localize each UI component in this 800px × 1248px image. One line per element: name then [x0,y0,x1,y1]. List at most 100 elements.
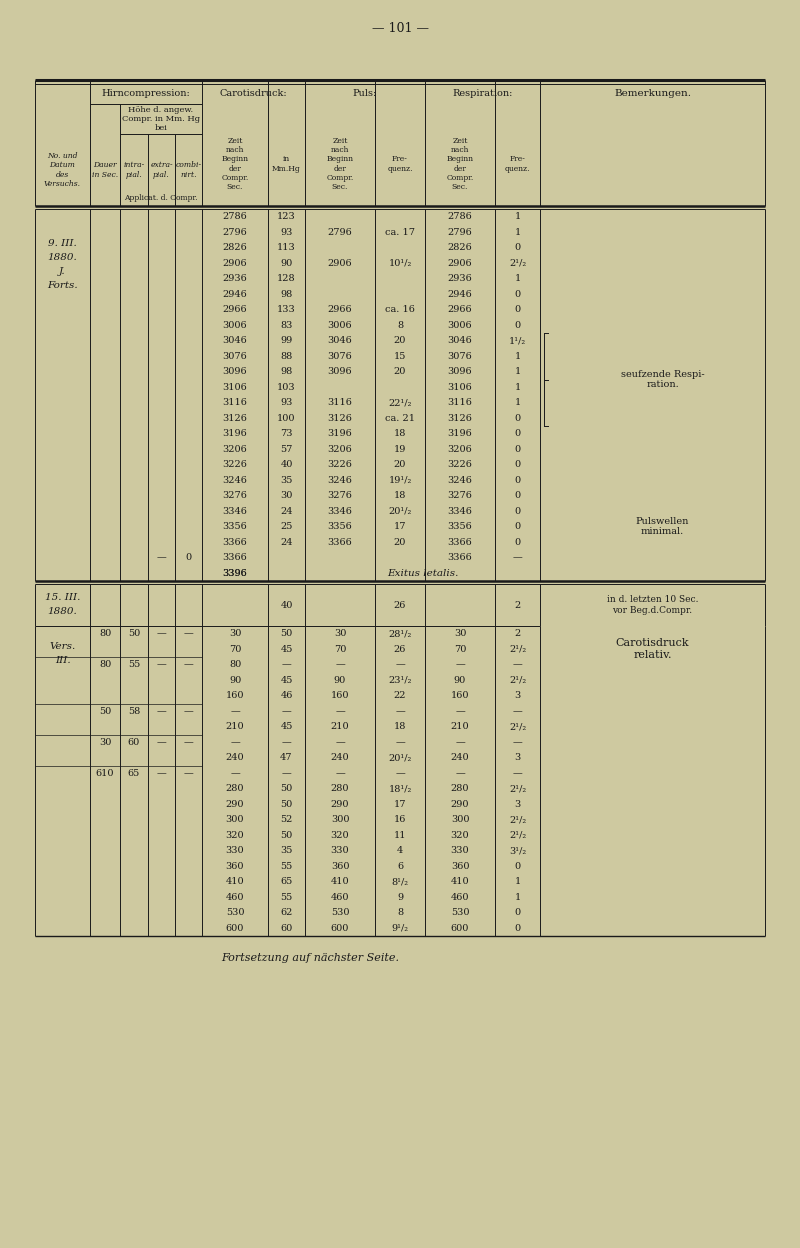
Text: 8: 8 [397,321,403,329]
Text: 3346: 3346 [327,507,353,515]
Text: 3¹/₂: 3¹/₂ [509,846,526,855]
Text: 2966: 2966 [328,306,352,314]
Text: —: — [455,660,465,669]
Text: extra-
pial.: extra- pial. [150,161,173,178]
Text: 2796: 2796 [222,227,247,237]
Text: 26: 26 [394,645,406,654]
Text: 50: 50 [280,629,293,638]
Text: Respiration:: Respiration: [452,90,513,99]
Text: 3356: 3356 [328,522,352,532]
Text: 330: 330 [226,846,244,855]
Text: 3196: 3196 [328,429,352,438]
Text: 3246: 3246 [447,475,473,484]
Text: 2826: 2826 [448,243,472,252]
Text: Höhe d. angew.
Compr. in Mm. Hg
bei: Höhe d. angew. Compr. in Mm. Hg bei [122,106,200,132]
Text: 18: 18 [394,492,406,500]
Text: 240: 240 [330,754,350,763]
Text: 3: 3 [514,800,521,809]
Text: III.: III. [54,656,70,665]
Text: —: — [184,738,194,746]
Text: 2786: 2786 [222,212,247,221]
Text: 65: 65 [280,877,293,886]
Text: 3366: 3366 [448,538,472,547]
Text: 93: 93 [280,398,293,407]
Text: 3366: 3366 [222,538,247,547]
Text: 3196: 3196 [222,429,247,438]
Text: Vers.: Vers. [50,641,76,651]
Text: —: — [455,738,465,746]
Text: 0: 0 [514,243,521,252]
Text: 90: 90 [280,258,293,268]
Text: 1: 1 [514,383,521,392]
Text: 19: 19 [394,444,406,454]
Text: 1: 1 [514,275,521,283]
Text: 460: 460 [450,892,470,902]
Text: —: — [395,769,405,778]
Text: —: — [184,660,194,669]
Text: 1880.: 1880. [48,253,78,262]
Text: 3206: 3206 [328,444,352,454]
Text: 3096: 3096 [222,367,247,376]
Text: —: — [157,738,166,746]
Text: 50: 50 [280,800,293,809]
Text: 3366: 3366 [222,553,247,563]
Text: 360: 360 [226,862,244,871]
Text: 300: 300 [330,815,350,824]
Text: 98: 98 [280,290,293,298]
Text: 3276: 3276 [327,492,353,500]
Text: Fre-
quenz.: Fre- quenz. [505,156,530,172]
Text: 0: 0 [514,862,521,871]
Text: 3: 3 [514,691,521,700]
Text: 8: 8 [397,909,403,917]
Text: 360: 360 [450,862,470,871]
Text: —: — [513,769,522,778]
Text: 20¹/₂: 20¹/₂ [388,754,412,763]
Text: 1880.: 1880. [48,608,78,617]
Text: 2796: 2796 [328,227,352,237]
Text: 3006: 3006 [222,321,247,329]
Text: 3396: 3396 [222,569,247,578]
Text: 3106: 3106 [222,383,247,392]
Text: 210: 210 [450,723,470,731]
Text: —: — [455,706,465,716]
Text: 530: 530 [330,909,350,917]
Text: 3126: 3126 [327,414,353,423]
Text: 210: 210 [226,723,244,731]
Text: —: — [282,706,291,716]
Text: —: — [513,738,522,746]
Text: 600: 600 [226,924,244,932]
Text: 90: 90 [454,675,466,685]
Text: 70: 70 [454,645,466,654]
Text: 2946: 2946 [448,290,472,298]
Text: —: — [282,660,291,669]
Text: 133: 133 [277,306,296,314]
Text: —: — [513,553,522,563]
Text: 103: 103 [277,383,296,392]
Text: ca. 17: ca. 17 [385,227,415,237]
Text: 0: 0 [514,321,521,329]
Text: 3276: 3276 [447,492,473,500]
Text: 280: 280 [226,784,244,794]
Text: 3076: 3076 [328,352,352,361]
Text: 3046: 3046 [328,336,352,346]
Text: 50: 50 [99,706,111,716]
Text: 1¹/₂: 1¹/₂ [509,336,526,346]
Text: intra-
pial.: intra- pial. [123,161,145,178]
Text: 1: 1 [514,212,521,221]
Text: 100: 100 [278,414,296,423]
Text: in d. letzten 10 Sec.
vor Beg.d.Compr.: in d. letzten 10 Sec. vor Beg.d.Compr. [606,595,698,615]
Text: 50: 50 [280,831,293,840]
Text: 1: 1 [514,227,521,237]
Text: 3106: 3106 [448,383,472,392]
Text: —: — [184,706,194,716]
Text: 45: 45 [280,675,293,685]
Text: 410: 410 [330,877,350,886]
Text: 0: 0 [514,444,521,454]
Text: 22: 22 [394,691,406,700]
Text: Applicat. d. Compr.: Applicat. d. Compr. [124,193,198,202]
Text: —: — [335,706,345,716]
Text: 3396: 3396 [222,569,247,578]
Text: ca. 21: ca. 21 [385,414,415,423]
Text: 123: 123 [277,212,296,221]
Text: 300: 300 [450,815,470,824]
